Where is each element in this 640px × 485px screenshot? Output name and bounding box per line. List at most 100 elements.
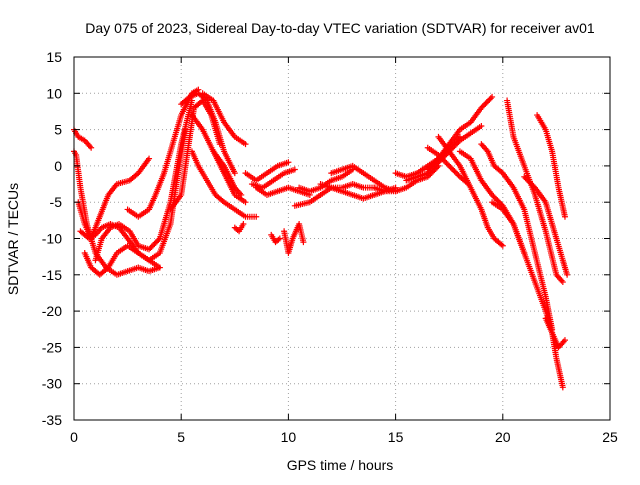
data-point (490, 193, 497, 200)
y-tick-label: 10 (46, 85, 62, 101)
data-point (432, 158, 439, 165)
data-point (154, 238, 161, 245)
data-point (155, 236, 162, 243)
data-point (527, 180, 534, 187)
data-point (442, 158, 449, 165)
x-axis-title: GPS time / hours (287, 457, 394, 473)
series-arc-27 (424, 93, 496, 173)
data-point (231, 170, 238, 177)
data-point (426, 165, 433, 172)
y-tick-label: -20 (42, 303, 62, 319)
y-tick-label: 0 (54, 158, 62, 174)
data-point (435, 152, 442, 159)
series-arc-15 (242, 159, 292, 184)
series-arc-36 (542, 315, 566, 391)
y-tick-label: 15 (46, 49, 62, 65)
x-tick-label: 10 (281, 429, 297, 445)
data-point (499, 242, 506, 249)
data-point (454, 140, 461, 147)
y-tick-label: -10 (42, 231, 62, 247)
data-point (497, 200, 504, 207)
series-arc-14 (231, 220, 247, 235)
series-arc-35 (534, 112, 568, 220)
series-arc-6 (92, 97, 195, 264)
grid-layer (74, 57, 610, 420)
data-point (494, 197, 501, 204)
data-point (479, 103, 486, 110)
x-tick-label: 15 (388, 429, 404, 445)
data-point (450, 166, 457, 173)
series-arc-34 (521, 173, 571, 278)
data-points-layer (71, 86, 571, 391)
data-point (427, 163, 434, 170)
y-tick-label: -5 (50, 194, 63, 210)
data-point (439, 156, 446, 163)
ticks-layer: -35 -30 -25 -20 -15 -10 -5 0 5 10 15 0 5 10 15 20 25 (42, 49, 618, 445)
series-arc-32 (504, 97, 566, 286)
data-point (146, 246, 153, 253)
x-tick-label: 0 (70, 429, 78, 445)
y-tick-label: -35 (42, 412, 62, 428)
data-point (148, 243, 155, 250)
data-point (485, 98, 492, 105)
data-point (156, 264, 163, 271)
data-point (151, 240, 158, 247)
data-point (489, 93, 496, 100)
data-point (443, 160, 450, 167)
data-point (478, 122, 485, 129)
data-point (276, 235, 283, 242)
data-point (559, 384, 566, 391)
data-point (147, 245, 154, 252)
y-tick-label: -30 (42, 376, 62, 392)
chart-title: Day 075 of 2023, Sidereal Day-to-day VTE… (85, 20, 595, 36)
x-tick-label: 5 (177, 429, 185, 445)
data-point (486, 96, 493, 103)
data-point (444, 161, 451, 168)
data-point (240, 220, 247, 227)
y-tick-label: -15 (42, 267, 62, 283)
data-point (428, 162, 435, 169)
data-point (452, 169, 459, 176)
series-arc-7 (124, 86, 202, 220)
data-point (152, 239, 159, 246)
data-point (452, 141, 459, 148)
data-point (525, 177, 532, 184)
data-point (446, 162, 453, 169)
y-tick-label: -25 (42, 339, 62, 355)
data-point (448, 145, 455, 152)
data-point (487, 95, 494, 102)
data-point (88, 144, 95, 151)
y-axis-title: SDTVAR / TECUs (5, 183, 21, 295)
data-point (455, 138, 462, 145)
series-arc-33 (489, 199, 568, 351)
series-arc-11 (188, 148, 260, 220)
series-arc-17 (253, 184, 313, 198)
data-point (564, 271, 571, 278)
data-point (451, 142, 458, 149)
data-point (483, 99, 490, 106)
data-point (430, 161, 437, 168)
data-point (451, 168, 458, 175)
series-arc-12 (199, 90, 249, 148)
data-point (482, 100, 489, 107)
data-point (300, 239, 307, 246)
data-point (522, 175, 529, 182)
series-arc-31 (478, 141, 556, 333)
data-point (478, 104, 485, 111)
data-point (242, 199, 249, 206)
data-point (489, 191, 496, 198)
data-point (450, 144, 457, 151)
y-tick-label: 5 (54, 122, 62, 138)
data-point (150, 242, 157, 249)
series-arc-13 (210, 148, 245, 198)
series-arc-9 (178, 90, 238, 177)
series-arc-18 (268, 231, 283, 246)
data-point (436, 153, 443, 160)
data-point (242, 141, 249, 148)
data-point (440, 157, 447, 164)
data-point (238, 191, 245, 198)
data-point (495, 198, 502, 205)
data-point (454, 171, 461, 178)
